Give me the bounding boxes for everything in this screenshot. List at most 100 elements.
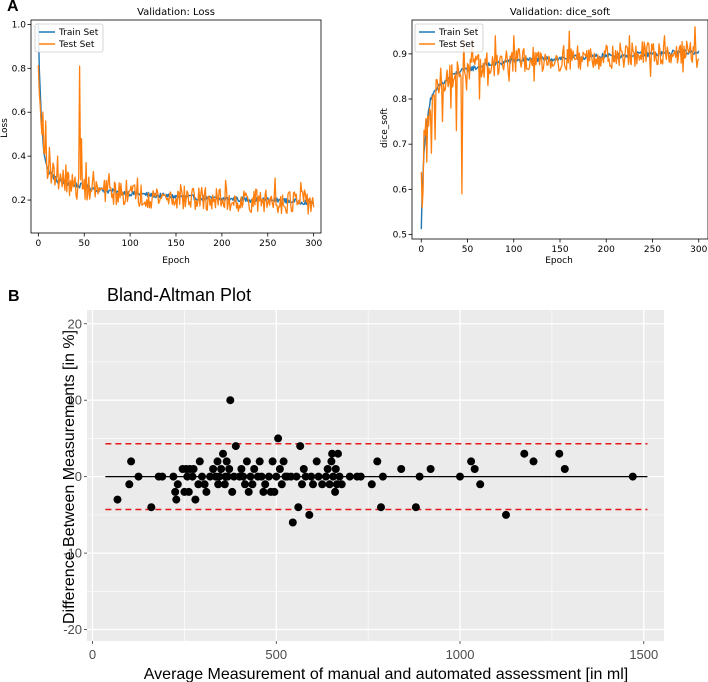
data-point (309, 480, 317, 489)
data-point (296, 442, 305, 451)
data-point (529, 457, 538, 466)
data-point (231, 442, 240, 451)
loss-x-ticks: 0 50 100 150 200 250 300 (35, 233, 323, 249)
panel-letter-a: A (7, 0, 19, 15)
data-point (411, 503, 420, 512)
dice-x-tick-label: 50 (462, 245, 474, 255)
loss-x-tick-label: 300 (305, 239, 322, 249)
data-point (467, 457, 476, 466)
loss-y-tick-label: 0.8 (12, 64, 27, 74)
loss-x-tick-label: 250 (259, 239, 276, 249)
data-point (241, 480, 249, 489)
data-point (377, 503, 385, 512)
data-point (331, 487, 340, 496)
data-point (476, 480, 485, 489)
data-point (305, 510, 314, 519)
dice-x-tick-label: 150 (551, 245, 568, 255)
data-point (194, 480, 203, 489)
dice-plot-lines (420, 26, 700, 230)
data-point (331, 465, 340, 473)
data-point (248, 480, 257, 489)
data-point (202, 487, 211, 496)
data-point (195, 457, 204, 466)
dice-y-axis-label: dice_soft (380, 108, 390, 148)
data-point (222, 457, 231, 466)
bland-altman-x-tick-label: 0 (89, 647, 96, 662)
data-point (125, 480, 134, 489)
data-point (298, 480, 306, 489)
data-point (134, 472, 143, 481)
data-point (337, 480, 346, 489)
loss-plot-lines (37, 23, 315, 215)
data-point (244, 487, 253, 496)
bland-altman-x-tick-label: 1000 (446, 647, 475, 662)
bland-altman-panel (87, 310, 664, 641)
data-point (356, 472, 365, 481)
data-point (158, 472, 167, 481)
data-point (223, 472, 232, 481)
loss-series-test-line (37, 64, 315, 215)
data-point (268, 457, 277, 466)
data-point (272, 472, 281, 481)
bland-altman-title: Bland-Altman Plot (107, 285, 251, 305)
data-point (378, 472, 387, 481)
bland-altman-y-tick-label: -10 (63, 546, 82, 561)
data-point (301, 472, 310, 481)
data-point (219, 449, 227, 458)
data-point (397, 465, 406, 473)
data-point (189, 465, 198, 473)
loss-legend-box (34, 23, 104, 53)
data-point (555, 449, 564, 458)
data-point (259, 487, 268, 496)
data-point (307, 472, 316, 481)
data-point (214, 480, 223, 489)
data-point (560, 465, 569, 473)
data-point (415, 472, 424, 481)
data-point (329, 472, 338, 481)
data-point (206, 472, 215, 481)
dice-y-tick-label: 0.6 (393, 185, 408, 195)
data-point (314, 472, 323, 481)
dice-x-tick-label: 0 (418, 245, 424, 255)
dice-legend-box (414, 23, 484, 53)
data-point (169, 472, 178, 481)
data-point (198, 472, 206, 481)
bland-altman-points (113, 396, 637, 527)
data-point (520, 449, 529, 458)
loss-x-tick-label: 50 (79, 239, 91, 249)
data-point (127, 457, 136, 466)
dice-chart-title: Validation: dice_soft (510, 7, 610, 18)
data-point (628, 472, 637, 481)
data-point (173, 480, 182, 489)
data-point (255, 457, 264, 466)
data-point (299, 465, 308, 473)
bland-altman-y-tick-label: 0 (75, 469, 82, 484)
data-point (225, 465, 234, 473)
bland-altman-chart: Bland-Altman Plot 0 500 1000 1500 -20 -10 0 10… (61, 285, 664, 682)
data-point (242, 457, 251, 466)
dice-y-ticks: 0.5 0.6 0.7 0.8 0.9 (393, 50, 412, 240)
data-point (250, 465, 259, 473)
loss-y-axis-label: Loss (0, 118, 10, 138)
bland-altman-y-ticks: -20 -10 0 10 20 (63, 316, 87, 637)
loss-y-ticks: 0.2 0.4 0.6 0.8 1.0 (12, 20, 31, 206)
data-point (264, 472, 273, 481)
data-point (470, 465, 479, 473)
data-point (456, 472, 464, 481)
data-point (213, 457, 222, 466)
data-point (237, 465, 246, 473)
data-point (318, 480, 327, 489)
data-point (200, 480, 209, 489)
data-point (335, 472, 344, 481)
dice-chart: Validation: dice_soft 0 50 100 150 200 250 300… (380, 7, 708, 266)
data-point (321, 472, 330, 481)
bland-altman-x-axis-label: Average Measurement of manual and automa… (144, 666, 628, 682)
data-point (373, 457, 382, 466)
data-point (270, 487, 279, 496)
data-point (345, 472, 354, 481)
data-point (230, 472, 238, 481)
data-point (147, 503, 156, 512)
data-point (292, 472, 301, 481)
data-point (279, 457, 288, 466)
